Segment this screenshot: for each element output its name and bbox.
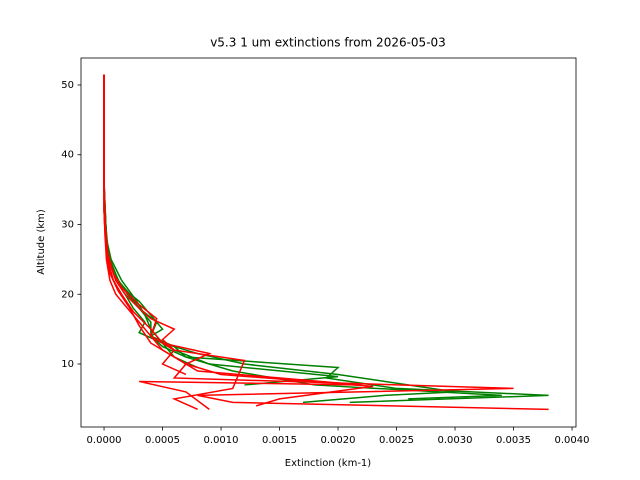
profile-line: [103, 74, 549, 411]
x-tick-label: 0.0010: [204, 435, 239, 446]
x-tick-label: 0.0005: [145, 435, 180, 446]
y-tick-label: 10: [61, 359, 74, 370]
y-axis-label: Altitude (km): [36, 209, 47, 275]
y-tick-label: 40: [61, 150, 74, 161]
y-tick-label: 20: [61, 289, 74, 300]
profile-line: [103, 74, 339, 386]
profile-line: [103, 74, 456, 404]
x-tick-label: 0.0040: [555, 435, 590, 446]
x-tick-label: 0.0020: [321, 435, 356, 446]
x-tick-label: 0.0025: [379, 435, 414, 446]
y-tick-label: 30: [61, 220, 74, 231]
plot-frame: [80, 57, 577, 428]
x-tick-label: 0.0035: [496, 435, 531, 446]
profile-line: [103, 74, 187, 376]
x-tick-label: 0.0000: [87, 435, 122, 446]
chart-title: v5.3 1 um extinctions from 2026-05-03: [210, 36, 446, 50]
x-axis-label: Extinction (km-1): [285, 458, 372, 469]
x-tick-label: 0.0015: [262, 435, 297, 446]
profile-line: [103, 74, 374, 407]
x-tick-label: 0.0030: [438, 435, 473, 446]
y-tick-label: 50: [61, 80, 74, 91]
